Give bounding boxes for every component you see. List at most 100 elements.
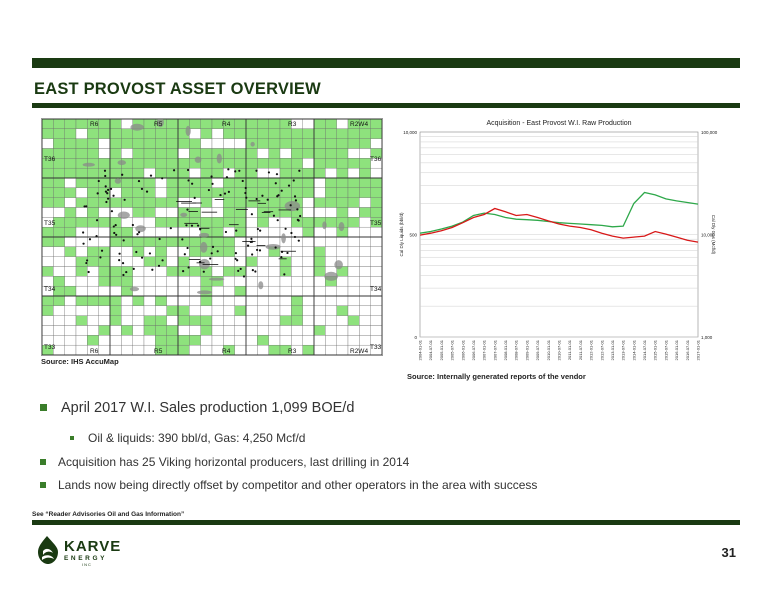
map-section xyxy=(211,335,224,346)
terrain-blob xyxy=(324,271,338,281)
well-marker xyxy=(211,245,215,248)
map-section xyxy=(313,187,326,198)
map-section xyxy=(313,197,326,208)
y-left-label: Cal Dly Liquids (bbl/d) xyxy=(399,212,404,257)
well-marker xyxy=(110,210,114,213)
map-section xyxy=(268,158,281,169)
x-tick-label: 2008-01-01 xyxy=(503,339,508,360)
map-section xyxy=(313,138,326,149)
map-section xyxy=(121,246,133,257)
map-section xyxy=(121,236,133,248)
well-marker xyxy=(185,224,188,227)
map-section xyxy=(291,236,303,248)
terrain-blob xyxy=(196,290,212,295)
map-section xyxy=(200,344,213,355)
map-section xyxy=(155,256,167,267)
map-section xyxy=(223,158,235,169)
map-section xyxy=(234,119,247,130)
map-section xyxy=(132,167,145,179)
map-section xyxy=(234,138,247,149)
map-section xyxy=(64,167,77,179)
map-section xyxy=(268,315,281,326)
map-section xyxy=(155,197,167,208)
map-section xyxy=(234,226,247,238)
map-section xyxy=(132,138,145,149)
map-section xyxy=(155,335,167,346)
map-section xyxy=(234,217,247,228)
map-section xyxy=(211,128,224,139)
map-section xyxy=(257,128,269,139)
well-marker xyxy=(198,260,202,263)
chart-source: Source: Internally generated reports of … xyxy=(407,372,586,381)
map-section xyxy=(75,138,88,149)
map-section xyxy=(87,197,99,208)
map-section xyxy=(268,256,281,267)
x-tick-label: 2005-01-01 xyxy=(439,339,444,360)
well-marker xyxy=(293,235,297,239)
map-section xyxy=(325,138,337,149)
map-section xyxy=(121,315,133,326)
map-section xyxy=(189,266,201,277)
map-section xyxy=(325,207,337,218)
well-marker xyxy=(105,200,108,204)
map-section xyxy=(336,315,349,326)
map-section xyxy=(143,148,156,159)
map-section xyxy=(347,305,360,316)
map-section xyxy=(87,256,99,267)
map-section xyxy=(166,315,179,326)
map-section xyxy=(155,217,167,228)
well-marker xyxy=(211,182,214,185)
well-marker xyxy=(125,270,128,274)
map-section xyxy=(370,236,382,248)
map-section xyxy=(336,295,349,307)
map-section xyxy=(359,226,371,238)
map-range-label: R4 xyxy=(222,348,231,355)
map-section xyxy=(200,335,213,346)
well-marker xyxy=(186,246,189,250)
map-section xyxy=(245,177,258,189)
map-section xyxy=(302,256,315,267)
well-marker xyxy=(118,259,121,262)
terrain-blob xyxy=(208,277,225,281)
map-section xyxy=(87,305,99,316)
map-section xyxy=(166,305,179,316)
map-section xyxy=(200,177,213,189)
map-section xyxy=(359,325,371,336)
advisory-note: See “Reader Advisories Oil and Gas Infor… xyxy=(32,511,185,518)
well-marker xyxy=(131,223,134,227)
map-section xyxy=(53,119,65,130)
production-chart: Acquisition - East Provost W.I. Raw Prod… xyxy=(392,115,720,365)
map-section xyxy=(325,148,337,159)
well-marker xyxy=(148,252,152,255)
map-section xyxy=(87,217,99,228)
map-section xyxy=(143,246,156,257)
map-section xyxy=(291,148,303,159)
map-section xyxy=(155,266,167,277)
map-range-label: R3 xyxy=(288,348,297,355)
map-section xyxy=(155,285,167,297)
map-section xyxy=(53,256,65,267)
map-section xyxy=(291,276,303,287)
map-section xyxy=(245,305,258,316)
map-section xyxy=(279,276,292,287)
map-section xyxy=(245,217,258,228)
map-section xyxy=(347,266,360,277)
well-marker xyxy=(235,229,238,232)
map-section xyxy=(370,187,382,198)
map-section xyxy=(53,128,65,139)
map-section xyxy=(166,128,179,139)
map-section xyxy=(268,226,281,238)
well-marker xyxy=(104,174,107,178)
map-section xyxy=(87,285,99,297)
terrain-blob xyxy=(114,178,122,184)
well-marker xyxy=(239,267,242,271)
bottom-bar xyxy=(32,520,740,525)
map-section xyxy=(143,325,156,336)
well-marker xyxy=(244,186,247,190)
map-section xyxy=(87,295,99,307)
map-section xyxy=(177,315,190,326)
map-section xyxy=(75,295,88,307)
well-marker xyxy=(294,199,298,202)
map-section xyxy=(234,197,247,208)
map-section xyxy=(223,217,235,228)
